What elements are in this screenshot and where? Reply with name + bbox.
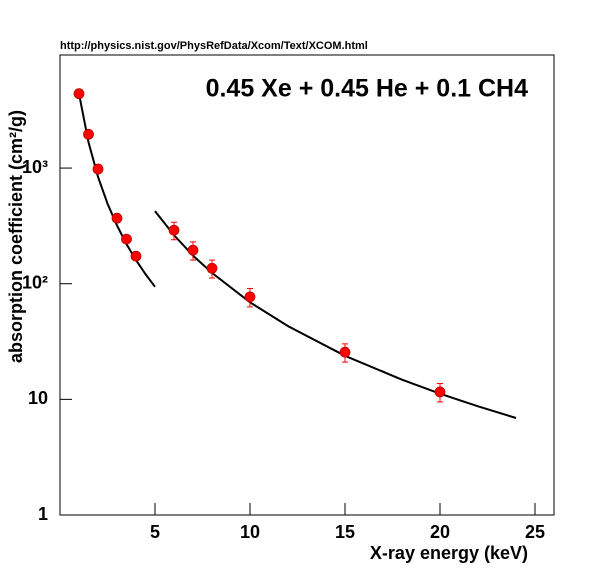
- x-axis-label: X-ray energy (keV): [370, 543, 528, 563]
- y-axis-label: absorption coefficient (cm²/g): [6, 110, 26, 363]
- data-point: [130, 250, 142, 262]
- data-point: [92, 163, 104, 175]
- fit-curve: [78, 93, 156, 288]
- y-tick-label: 10: [28, 388, 48, 408]
- data-point: [121, 233, 132, 245]
- y-tick-label: 10³: [22, 157, 48, 177]
- chart-title: 0.45 Xe + 0.45 He + 0.1 CH4: [206, 75, 529, 103]
- x-tick-label: 10: [240, 522, 260, 542]
- data-point: [83, 128, 94, 140]
- x-tick-label: 15: [335, 522, 355, 542]
- data-point: [434, 386, 446, 398]
- data-point: [111, 212, 123, 224]
- fit-curve: [154, 210, 517, 419]
- x-tick-label: 5: [150, 522, 160, 542]
- data-point: [73, 88, 85, 100]
- x-tick-label: 25: [525, 522, 545, 542]
- data-point: [244, 291, 256, 303]
- plot-frame: [59, 54, 555, 516]
- x-tick-label: 20: [430, 522, 450, 542]
- data-point: [187, 244, 199, 256]
- data-point: [168, 224, 180, 236]
- y-tick-label: 1: [38, 504, 48, 524]
- data-point: [339, 346, 351, 358]
- source-url: http://physics.nist.gov/PhysRefData/Xcom…: [60, 40, 368, 52]
- y-tick-label: 10²: [22, 272, 48, 292]
- data-point: [206, 262, 218, 274]
